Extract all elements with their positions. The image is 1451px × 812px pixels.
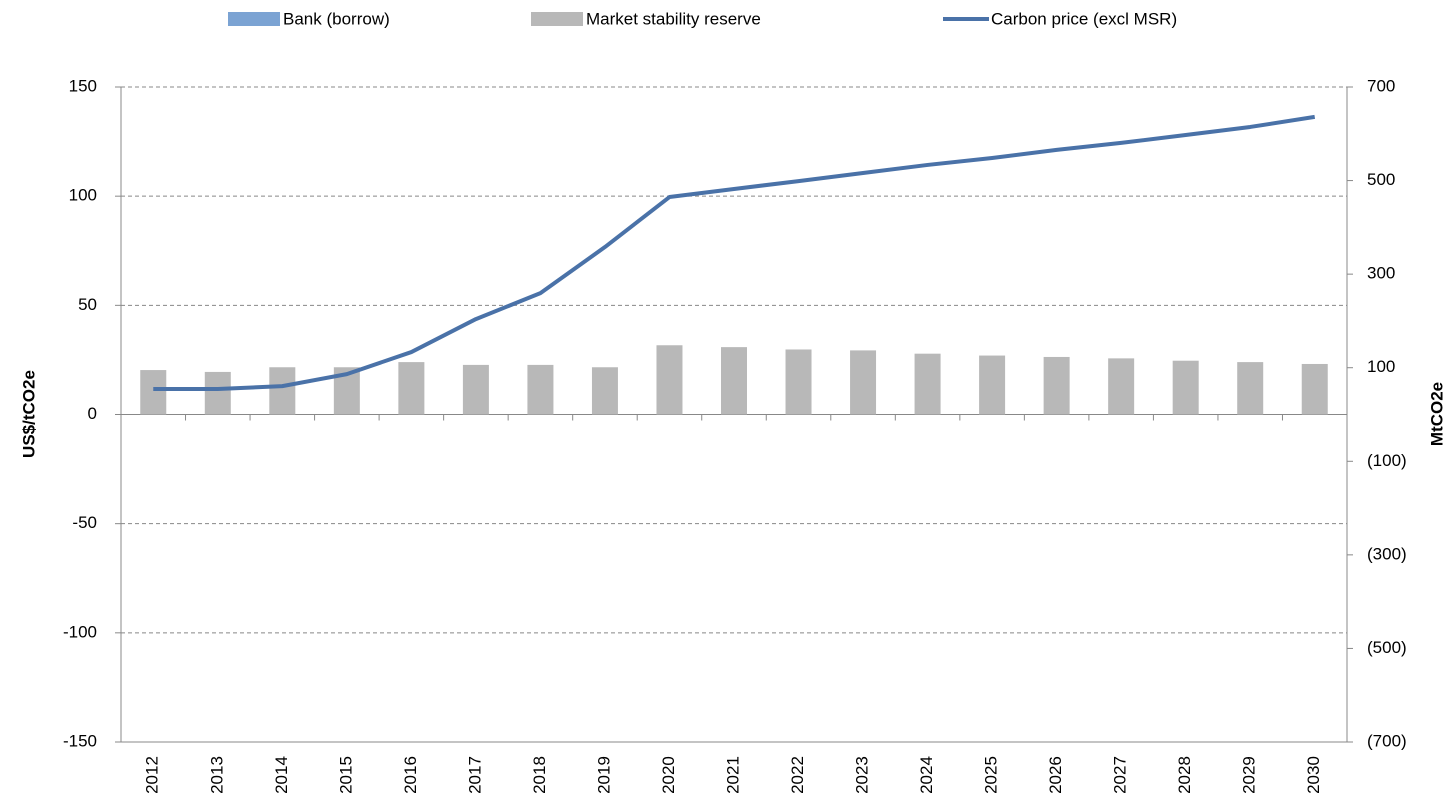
y2-tick-label: 100: [1367, 357, 1395, 376]
bar: [1237, 362, 1264, 415]
y2-tick-label: (500): [1367, 638, 1407, 657]
y2-tick-label: 700: [1367, 76, 1395, 95]
x-tick-label: 2018: [530, 756, 549, 794]
y2-tick-label: (300): [1367, 544, 1407, 563]
legend-swatch: [531, 12, 583, 26]
legend-label: Bank (borrow): [283, 9, 390, 28]
y-tick-label: 50: [78, 295, 97, 314]
bar: [656, 345, 683, 415]
bar: [204, 371, 231, 415]
x-tick-label: 2019: [594, 756, 613, 794]
x-tick-label: 2023: [853, 756, 872, 794]
y-axis-label: US$/tCO2e: [19, 370, 38, 458]
x-tick-label: 2029: [1240, 756, 1259, 794]
y-tick-label: -150: [63, 731, 97, 750]
bar: [140, 370, 167, 415]
x-tick-label: 2015: [336, 756, 355, 794]
y-tick-label: 150: [69, 76, 97, 95]
bar: [269, 367, 296, 415]
x-tick-label: 2022: [788, 756, 807, 794]
y2-tick-label: (700): [1367, 731, 1407, 750]
line: [153, 114, 1316, 391]
y-tick-label: 100: [69, 186, 97, 205]
y-tick-label: -50: [72, 513, 97, 532]
bar: [1301, 363, 1328, 415]
x-tick-label: 2026: [1046, 756, 1065, 794]
bar: [591, 367, 618, 415]
x-tick-label: 2024: [917, 756, 936, 794]
y-tick-label: 0: [88, 404, 97, 423]
y2-tick-label: 500: [1367, 170, 1395, 189]
y2-axis-label: MtCO2e: [1427, 382, 1446, 446]
y2-tick-label: (100): [1367, 451, 1407, 470]
x-tick-label: 2020: [659, 756, 678, 794]
bar: [398, 362, 425, 415]
legend-label: Carbon price (excl MSR): [991, 9, 1177, 28]
bar: [721, 347, 747, 415]
x-tick-label: 2027: [1111, 756, 1130, 794]
x-tick-label: 2016: [401, 756, 420, 794]
legend-swatch: [228, 12, 280, 26]
bar: [914, 353, 941, 415]
bar: [1043, 356, 1070, 415]
x-tick-label: 2012: [143, 756, 162, 794]
bar: [1172, 360, 1199, 415]
x-tick-label: 2021: [723, 756, 742, 794]
y-tick-label: -100: [63, 622, 97, 641]
bar: [979, 355, 1006, 415]
legend-label: Market stability reserve: [586, 9, 761, 28]
bar: [785, 349, 812, 415]
bar: [1108, 358, 1135, 415]
x-tick-label: 2030: [1304, 756, 1323, 794]
bar: [527, 364, 554, 415]
x-tick-label: 2013: [207, 756, 226, 794]
bar: [850, 350, 877, 415]
bar: [462, 364, 489, 415]
x-tick-label: 2014: [272, 756, 291, 794]
x-tick-label: 2028: [1175, 756, 1194, 794]
y2-tick-label: 300: [1367, 264, 1395, 283]
x-tick-label: 2025: [982, 756, 1001, 794]
x-tick-label: 2017: [465, 756, 484, 794]
